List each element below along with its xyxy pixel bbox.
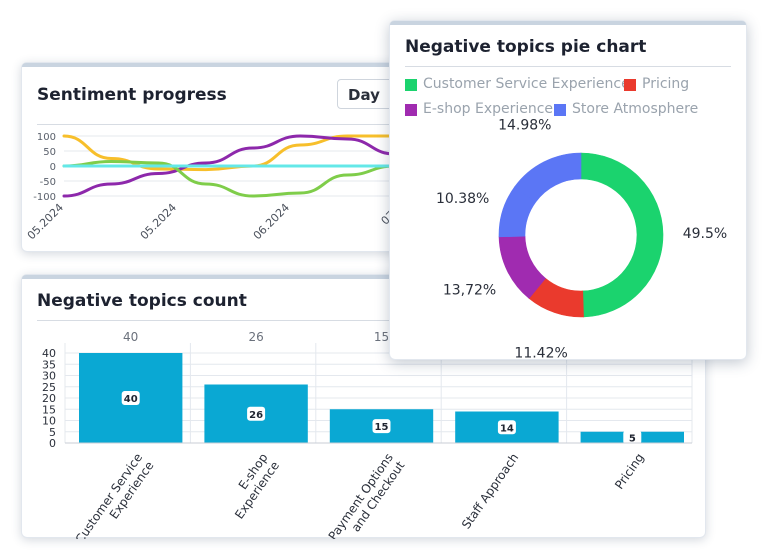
legend-label: Store Atmosphere [572,101,699,117]
y-tick-label: 0 [49,437,56,450]
y-tick-label: 20 [42,392,56,405]
data-label-box [372,419,391,434]
pie-divider [405,66,731,67]
legend-swatch [554,104,566,116]
pie-title: Negative topics pie chart [405,37,647,57]
card-accent [22,275,705,279]
data-label-box [623,430,642,445]
data-label-box [497,420,516,435]
donut-slice [580,152,664,318]
card-accent [390,21,746,25]
bar-top-label: 26 [248,330,263,344]
y-tick-label: 35 [42,358,56,371]
legend-swatch [405,104,417,116]
sentiment-card: Sentiment progress Day 100 50 0 -50 -100 05.2… [21,62,442,252]
slice-label: 11.42% [514,345,567,361]
x-tick-label: 05.2024 [25,201,66,242]
y-tick-label: 30 [42,370,56,383]
legend-swatch [405,79,417,91]
y-tick-label: 5 [49,426,56,439]
bar-top-label: 15 [374,330,389,344]
donut-slice [514,152,582,203]
legend-label: Customer Service Experience [423,76,630,92]
y-tick-label: 100 [37,132,56,143]
legend-label: E-shop Experience [423,101,554,117]
y-tick-label: 15 [42,403,56,416]
y-tick-label: 25 [42,381,56,394]
category-label: Customer ServiceExperience [73,451,157,539]
category-label: E-shopExperience [221,451,282,522]
category-label: Payment Optionsand Checkout [326,450,408,539]
legend-label: Pricing [642,76,690,92]
topics-count-card: Negative topics count 40 35 30 25 20 15 10 5 0 40… [21,274,706,539]
legend-swatch [624,79,636,91]
category-label-line: Staff Approach [459,451,521,532]
topics-count-divider [37,320,690,321]
bar-top-label: 40 [123,330,138,344]
x-tick-label: 06.2024 [251,201,292,242]
category-label-line: Pricing [612,451,647,492]
category-label: Staff Approach [459,451,521,532]
bar-value-label: 15 [375,422,389,433]
slice-label: 13,72% [443,282,496,298]
y-tick-label: 40 [42,347,56,360]
slice-label: 10.38% [436,191,489,207]
slice-label: 49.5% [683,226,727,242]
x-tick-label: 05.2024 [138,201,179,242]
topics-count-title: Negative topics count [37,291,247,311]
sentiment-title: Sentiment progress [37,85,227,105]
y-tick-label: -50 [40,177,56,188]
bar-value-label: 26 [249,410,263,421]
card-accent [22,63,440,67]
category-label: Pricing [612,451,647,492]
series-line [62,159,442,198]
y-tick-label: 10 [42,415,56,428]
sentiment-divider [37,124,432,125]
bar-value-label: 14 [500,423,514,434]
data-label-box [247,406,266,421]
bar-value-label: 5 [629,433,636,444]
pie-card: Negative topics pie chart Customer Servi… [389,20,747,361]
bar-value-label: 40 [124,394,138,405]
y-tick-label: 0 [50,162,56,173]
data-label-box [121,391,140,405]
series-line [62,134,442,198]
topics-donut-chart: 49.5% 11.42% 13,72% 10.38% 14.98% [436,117,727,361]
period-select-value: Day [348,86,380,104]
y-tick-label: -100 [33,192,56,203]
slice-label: 14.98% [498,117,551,133]
y-tick-label: 50 [43,147,56,158]
